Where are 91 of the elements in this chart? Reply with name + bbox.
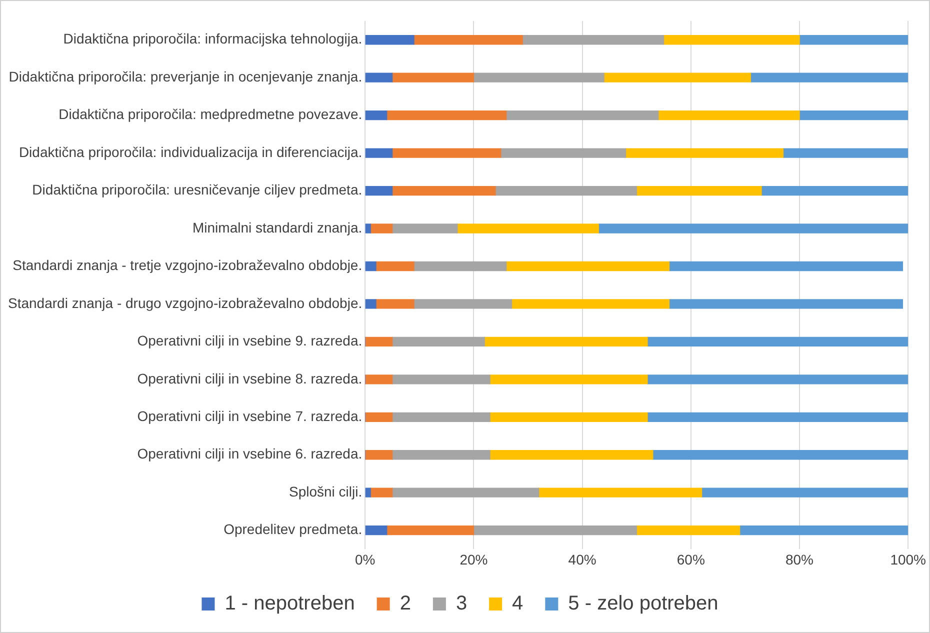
bar: [365, 186, 393, 196]
bar: [457, 224, 599, 234]
bar: [370, 224, 393, 234]
bar: [414, 35, 523, 45]
x-tick-label: 100%: [890, 551, 926, 568]
bar: [365, 224, 371, 234]
bar: [365, 72, 393, 82]
legend-label: 1 - nepotreben: [224, 592, 355, 615]
bar: [386, 526, 474, 536]
legend-label: 2: [400, 592, 411, 615]
x-tick-label: 20%: [460, 551, 488, 568]
bar: [799, 110, 908, 120]
bar: [647, 336, 908, 347]
bar: [365, 299, 376, 309]
bar: [750, 72, 908, 82]
bar: [392, 186, 496, 196]
x-tick-label: 40%: [568, 551, 596, 568]
bar: [392, 224, 458, 234]
bar: [538, 488, 702, 498]
bar: [658, 110, 800, 120]
bar: [625, 148, 784, 158]
bar: [365, 488, 371, 498]
bar: [365, 261, 376, 272]
bar: [392, 374, 490, 384]
bar: [647, 412, 908, 422]
bar: [495, 186, 637, 196]
x-tick-label: 60%: [676, 551, 705, 568]
bar: [365, 35, 414, 45]
legend-label: 5 - zelo potreben: [568, 592, 718, 615]
y-tick-label: Standardi znanja - tretje vzgojno-izobraževalno obdobje.: [12, 257, 362, 274]
bar: [652, 450, 908, 460]
bar: [365, 110, 388, 120]
bar: [365, 336, 393, 347]
bar: [392, 488, 540, 498]
bar: [604, 72, 751, 82]
y-tick-label: Operativni cilji in vsebine 7. razreda.: [137, 408, 362, 424]
bar: [473, 72, 604, 82]
bar: [598, 224, 908, 234]
legend-label: 3: [456, 592, 468, 615]
bar: [414, 299, 512, 309]
bar: [782, 148, 908, 158]
y-tick-label: Didaktična priporočila: medpredmetne povezave.: [58, 106, 362, 122]
bar: [701, 488, 908, 498]
y-tick-label: Didaktična priporočila: informacijska tehnologija.: [63, 30, 362, 47]
bar: [414, 261, 507, 272]
bar: [636, 186, 762, 196]
bar: [490, 374, 648, 384]
y-tick-label: Operativni cilji in vsebine 8. razreda.: [137, 370, 362, 386]
y-tick-label: Didaktična priporočila: preverjanje in ocenjevanje znanja.: [8, 68, 362, 84]
bar: [500, 148, 626, 158]
y-tick-label: Splošni cilji.: [288, 483, 362, 500]
bar: [511, 299, 670, 309]
bar: [663, 35, 800, 45]
bar: [376, 261, 414, 272]
y-tick-label: Didaktična priporočila: individualizacija in diferenciacija.: [18, 144, 362, 160]
y-tick-label: Opredelitev predmeta.: [224, 521, 362, 538]
bar: [392, 450, 490, 460]
bar: [522, 35, 664, 45]
legend-label: 4: [512, 592, 524, 615]
bar: [799, 35, 908, 45]
bar: [506, 110, 659, 120]
bar: [490, 412, 648, 422]
bar: [636, 526, 740, 536]
bar: [506, 261, 670, 272]
y-tick-label: Operativni cilji in vsebine 6. razreda.: [137, 446, 362, 462]
bar: [484, 336, 648, 347]
bar: [739, 526, 908, 536]
x-tick-label: 0%: [355, 551, 376, 568]
bar: [376, 299, 414, 309]
y-tick-label: Minimalni standardi znanja.: [192, 219, 362, 236]
bar: [365, 450, 393, 460]
bar: [370, 488, 393, 498]
bar: [392, 412, 490, 422]
y-tick-label: Standardi znanja - drugo vzgojno-izobraževalno obdobje.: [8, 294, 362, 311]
y-tick-label: Operativni cilji in vsebine 9. razreda.: [137, 332, 362, 349]
bar: [392, 336, 485, 347]
bar: [392, 148, 502, 158]
bar: [365, 526, 388, 536]
x-tick-label: 80%: [785, 551, 814, 568]
bar: [490, 450, 654, 460]
bar: [473, 526, 637, 536]
bar: [668, 261, 903, 272]
bar: [647, 374, 908, 384]
bar: [365, 374, 393, 384]
bar: [386, 110, 507, 120]
bar: [365, 412, 393, 422]
bar: [392, 72, 474, 82]
bar: [365, 148, 393, 158]
y-tick-label: Didaktična priporočila: uresničevanje ciljev predmeta.: [32, 182, 362, 198]
bar: [668, 299, 903, 309]
bar: [761, 186, 908, 196]
